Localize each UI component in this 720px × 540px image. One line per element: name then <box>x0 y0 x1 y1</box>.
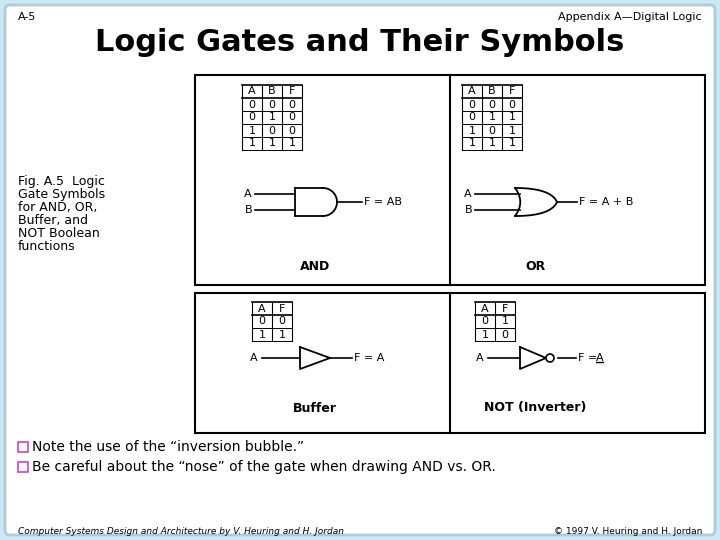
Text: 1: 1 <box>269 138 276 149</box>
Text: Buffer, and: Buffer, and <box>18 214 88 227</box>
Text: 0: 0 <box>279 316 286 327</box>
Text: F: F <box>502 303 508 314</box>
Bar <box>18 462 28 472</box>
Text: 1: 1 <box>469 138 475 149</box>
Text: A: A <box>464 189 472 199</box>
Text: 0: 0 <box>469 112 475 123</box>
Text: Be careful about the “nose” of the gate when drawing AND vs. OR.: Be careful about the “nose” of the gate … <box>32 460 496 474</box>
Text: 0: 0 <box>488 125 495 136</box>
Text: F = AB: F = AB <box>364 197 402 207</box>
Text: B: B <box>464 205 472 215</box>
Text: F: F <box>289 86 295 97</box>
Text: A: A <box>596 353 603 363</box>
Circle shape <box>546 354 554 362</box>
Text: 0: 0 <box>488 99 495 110</box>
Text: 1: 1 <box>269 112 276 123</box>
Text: Fig. A.5  Logic: Fig. A.5 Logic <box>18 175 105 188</box>
Text: functions: functions <box>18 240 76 253</box>
Text: 0: 0 <box>289 99 295 110</box>
Text: © 1997 V. Heuring and H. Jordan: © 1997 V. Heuring and H. Jordan <box>554 527 702 536</box>
Bar <box>18 442 28 452</box>
Text: A: A <box>481 303 489 314</box>
Text: F: F <box>279 303 285 314</box>
Text: OR: OR <box>525 260 545 273</box>
Text: A: A <box>477 353 484 363</box>
Text: A-5: A-5 <box>18 12 37 22</box>
Text: 0: 0 <box>502 329 508 340</box>
Text: F = A + B: F = A + B <box>579 197 634 207</box>
Text: NOT Boolean: NOT Boolean <box>18 227 100 240</box>
Text: Appendix A—Digital Logic: Appendix A—Digital Logic <box>559 12 702 22</box>
Text: 0: 0 <box>482 316 488 327</box>
Text: Buffer: Buffer <box>293 402 337 415</box>
Text: 0: 0 <box>269 125 276 136</box>
Text: 0: 0 <box>289 112 295 123</box>
Text: B: B <box>268 86 276 97</box>
Text: F = A: F = A <box>354 353 384 363</box>
Text: A: A <box>468 86 476 97</box>
Text: F: F <box>509 86 516 97</box>
Text: 1: 1 <box>488 112 495 123</box>
Text: 1: 1 <box>248 125 256 136</box>
Text: Gate Symbols: Gate Symbols <box>18 188 105 201</box>
Text: Logic Gates and Their Symbols: Logic Gates and Their Symbols <box>95 28 625 57</box>
Text: 1: 1 <box>502 316 508 327</box>
Text: 1: 1 <box>279 329 286 340</box>
Text: B: B <box>244 205 252 215</box>
Text: 1: 1 <box>469 125 475 136</box>
Text: 0: 0 <box>258 316 266 327</box>
Text: for AND, OR,: for AND, OR, <box>18 201 97 214</box>
Text: 1: 1 <box>248 138 256 149</box>
Text: AND: AND <box>300 260 330 273</box>
Text: 0: 0 <box>469 99 475 110</box>
Text: Note the use of the “inversion bubble.”: Note the use of the “inversion bubble.” <box>32 440 304 454</box>
Text: 1: 1 <box>508 125 516 136</box>
Text: 1: 1 <box>258 329 266 340</box>
Bar <box>195 75 705 285</box>
Text: B: B <box>488 86 496 97</box>
Bar <box>195 293 705 433</box>
Text: 1: 1 <box>488 138 495 149</box>
Text: A: A <box>258 303 266 314</box>
FancyBboxPatch shape <box>5 5 715 535</box>
Text: F =: F = <box>578 353 600 363</box>
Text: 1: 1 <box>508 138 516 149</box>
Text: 1: 1 <box>482 329 488 340</box>
Text: 0: 0 <box>248 112 256 123</box>
Text: Computer Systems Design and Architecture by V. Heuring and H. Jordan: Computer Systems Design and Architecture… <box>18 527 344 536</box>
Text: 1: 1 <box>508 112 516 123</box>
Text: 0: 0 <box>248 99 256 110</box>
Text: A: A <box>248 86 256 97</box>
Text: A: A <box>251 353 258 363</box>
Text: 1: 1 <box>289 138 295 149</box>
Text: 0: 0 <box>269 99 276 110</box>
Text: 0: 0 <box>289 125 295 136</box>
Text: NOT (Inverter): NOT (Inverter) <box>484 402 586 415</box>
Text: 0: 0 <box>508 99 516 110</box>
Text: A: A <box>244 189 252 199</box>
